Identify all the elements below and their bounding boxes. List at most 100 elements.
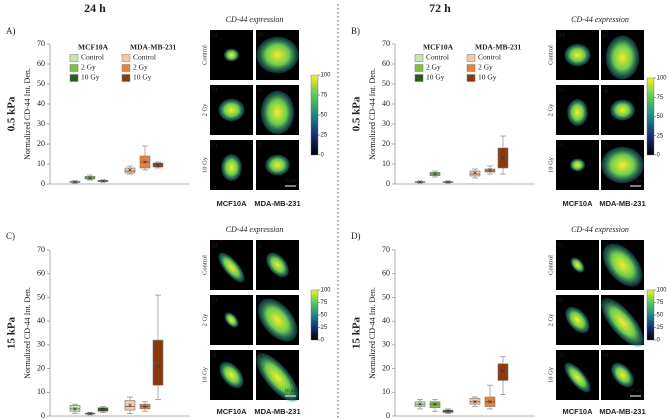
y-tick-label: 60 xyxy=(37,59,45,68)
colorbar-tick-label: 100 xyxy=(321,288,332,294)
image-letter: e) xyxy=(258,86,263,93)
legend-label: Control xyxy=(426,53,449,62)
column-label: MCF10A xyxy=(562,407,593,416)
row-label: 2 Gy xyxy=(201,103,208,117)
colorbar-tick-label: 0 xyxy=(657,338,661,344)
mean-marker xyxy=(473,171,477,175)
y-tick-label: 10 xyxy=(382,159,390,168)
legend-swatch xyxy=(414,64,424,72)
image-letter: i) xyxy=(212,351,216,358)
colorbar-tick-label: 25 xyxy=(657,133,664,139)
cell xyxy=(601,146,644,184)
y-tick-label: 70 xyxy=(382,39,390,48)
row-label: 2 Gy xyxy=(201,313,208,327)
mean-marker xyxy=(446,409,450,413)
legend-swatch xyxy=(121,64,131,72)
cell xyxy=(221,154,242,181)
mean-marker xyxy=(501,156,505,160)
mean-marker xyxy=(143,160,147,164)
legend-label: 10 Gy xyxy=(478,73,497,82)
legend-label: 2 Gy xyxy=(478,63,493,72)
y-tick-label: 10 xyxy=(37,387,45,396)
column-label: MDA-MB-231 xyxy=(599,199,645,208)
column-label: MDA-MB-231 xyxy=(254,199,300,208)
mean-marker xyxy=(418,180,422,184)
cell xyxy=(610,99,635,121)
cell xyxy=(611,362,634,388)
mean-marker xyxy=(156,163,160,167)
mean-marker xyxy=(418,402,422,406)
image-letter: b) xyxy=(212,86,217,93)
column-label: MCF10A xyxy=(562,199,593,208)
image-letter: d) xyxy=(258,31,263,38)
column-label: MCF10A xyxy=(216,199,247,208)
image-letter: q) xyxy=(603,86,608,93)
colorbar-tick-label: 50 xyxy=(657,313,664,319)
colorbar xyxy=(310,289,319,341)
colorbar-tick-label: 25 xyxy=(657,325,664,331)
colorbar-tick-label: 75 xyxy=(657,300,664,306)
y-tick-label: 30 xyxy=(382,119,390,128)
mean-marker xyxy=(433,172,437,176)
cell xyxy=(567,99,588,126)
y-tick-label: 60 xyxy=(37,269,45,278)
row-label: Control xyxy=(547,255,554,275)
cell xyxy=(564,362,591,393)
cell xyxy=(569,158,586,172)
image-letter: n) xyxy=(558,86,563,93)
colorbar-tick-label: 0 xyxy=(321,153,325,159)
image-letter: h) xyxy=(212,296,217,303)
image-letter: r) xyxy=(603,141,607,148)
micrograph-title: CD-44 expression xyxy=(226,225,284,234)
column-header: 72 h xyxy=(429,1,451,15)
y-axis-label: Normalized CD-44 Int. Den. xyxy=(23,287,32,379)
box xyxy=(69,405,81,412)
image-letter: v) xyxy=(603,241,608,248)
row-label: Control xyxy=(201,255,208,275)
colorbar-tick-label: 0 xyxy=(321,338,325,344)
y-tick-label: 40 xyxy=(382,316,390,325)
image-letter: x) xyxy=(603,351,608,358)
image-letter: t) xyxy=(558,296,562,303)
image-letter: u) xyxy=(558,351,563,358)
scale-bar-label: 10 μm xyxy=(630,179,643,184)
column-label: MCF10A xyxy=(216,407,247,416)
row-label: 2 Gy xyxy=(547,103,554,117)
panel-label: C) xyxy=(6,231,15,241)
image-letter: k) xyxy=(258,296,263,303)
image-letter: o) xyxy=(558,141,563,148)
box xyxy=(124,167,136,174)
box xyxy=(497,363,509,381)
mean-marker xyxy=(473,400,477,404)
colorbar-tick-label: 25 xyxy=(321,133,328,139)
mean-marker xyxy=(156,364,160,368)
colorbar xyxy=(646,289,655,341)
mean-marker xyxy=(101,407,105,412)
y-tick-label: 70 xyxy=(37,39,45,48)
cell xyxy=(565,306,590,334)
y-axis-label: Normalized CD-44 Int. Den. xyxy=(23,68,32,160)
legend-swatch xyxy=(466,54,476,62)
mean-marker xyxy=(73,180,77,184)
row-label: 10 Gy xyxy=(201,366,208,383)
box xyxy=(469,397,481,405)
y-tick-label: 50 xyxy=(382,79,390,88)
legend-label: 10 Gy xyxy=(81,73,100,82)
box xyxy=(484,168,496,173)
mean-marker xyxy=(73,407,77,411)
image-letter: p) xyxy=(603,31,608,38)
mean-marker xyxy=(488,400,492,404)
colorbar-tick-label: 50 xyxy=(657,114,664,120)
legend-title: MDA-MB-231 xyxy=(130,43,176,52)
colorbar-tick-label: 0 xyxy=(657,153,661,159)
cell xyxy=(223,48,240,62)
mean-marker xyxy=(446,180,450,184)
legend-label: 10 Gy xyxy=(426,73,445,82)
cell xyxy=(602,243,643,287)
scale-bar-label: 10 μm xyxy=(285,179,298,184)
column-label: MDA-MB-231 xyxy=(254,407,300,416)
legend-label: 2 Gy xyxy=(81,63,96,72)
y-tick-label: 50 xyxy=(37,79,45,88)
legend-swatch xyxy=(414,74,424,82)
